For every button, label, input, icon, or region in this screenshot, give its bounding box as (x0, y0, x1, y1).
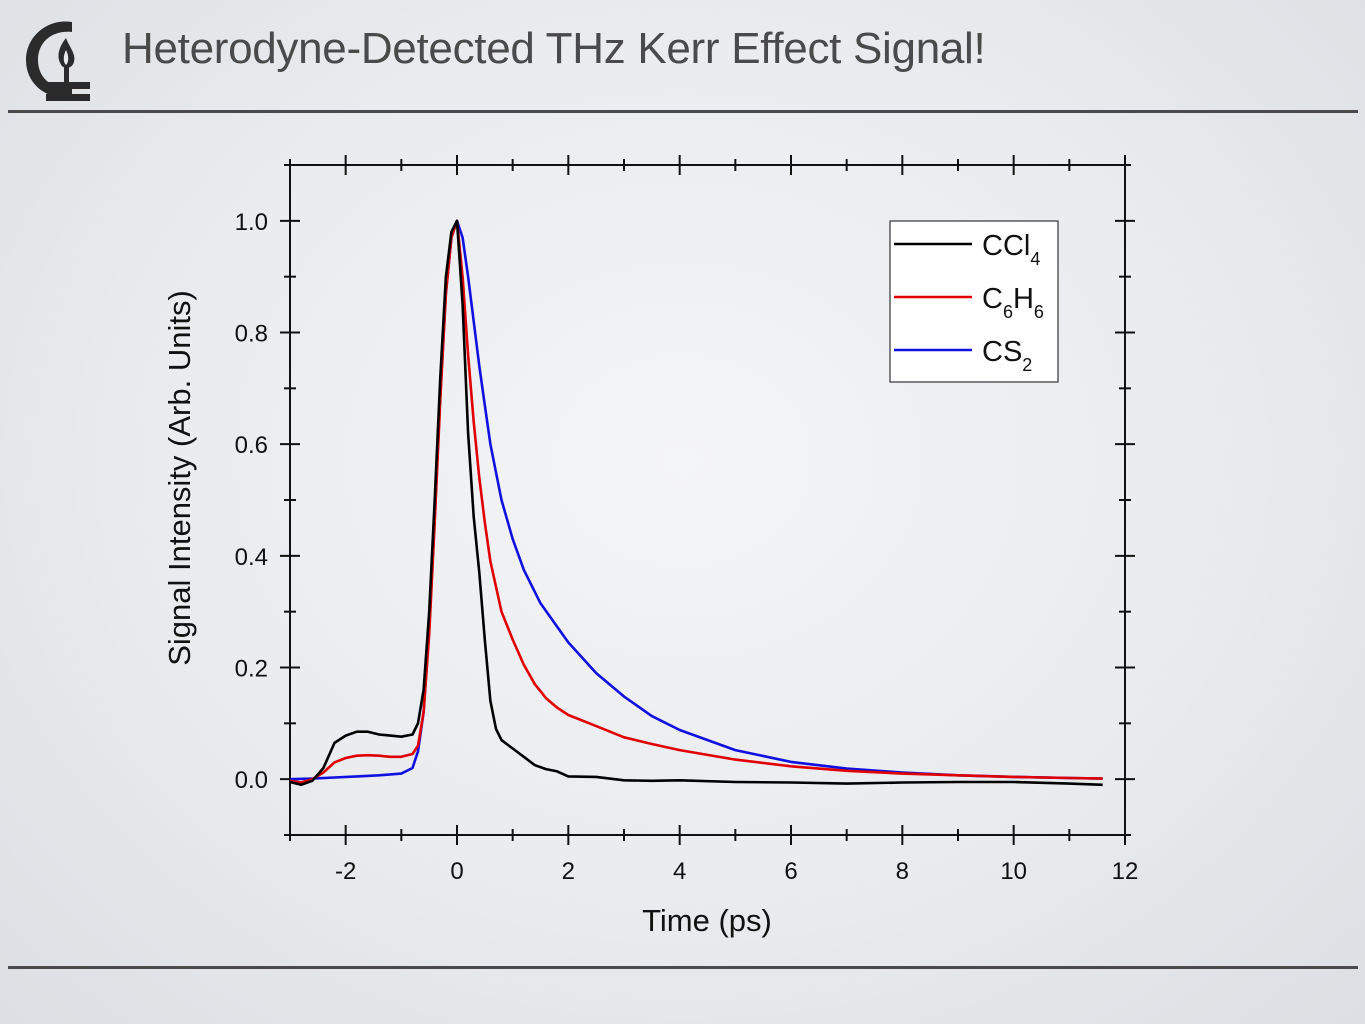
y-tick-label: 0.8 (235, 321, 268, 348)
y-tick-label: 0.6 (235, 432, 268, 459)
slide-header: Heterodyne-Detected THz Kerr Effect Sign… (0, 0, 1365, 112)
x-axis-label: Time (ps) (642, 903, 772, 938)
y-tick-labels: 0.0 0.2 0.4 0.6 0.8 1.0 (235, 209, 268, 794)
legend-label: C6H6 (982, 283, 1044, 322)
x-tick-labels: -2 0 2 4 6 8 10 12 (335, 858, 1138, 885)
legend-label: CS2 (982, 336, 1032, 375)
legend-box (889, 220, 1059, 383)
series-line-cs2 (289, 219, 1103, 781)
flame-c-logo-icon (26, 21, 90, 101)
x-tick-label: 0 (450, 858, 463, 885)
y-tick-label: 0.0 (235, 767, 268, 794)
y-tick-label: 0.2 (235, 656, 268, 683)
x-tick-label: 10 (1000, 858, 1027, 885)
series-line-c6h6 (289, 219, 1103, 784)
series-line-ccl4 (289, 219, 1103, 787)
footer-divider (8, 966, 1358, 969)
y-axis-label: Signal Intensity (Arb. Units) (162, 290, 197, 666)
x-tick-label: 8 (896, 858, 909, 885)
slide-title: Heterodyne-Detected THz Kerr Effect Sign… (122, 24, 986, 73)
y-tick-label: 1.0 (235, 209, 268, 236)
x-tick-label: 2 (562, 858, 575, 885)
x-tick-label: -2 (335, 858, 356, 885)
x-tick-label: 4 (673, 858, 686, 885)
x-tick-label: 6 (784, 858, 797, 885)
legend-label: CCl4 (982, 230, 1040, 269)
legend: CCl4 C6H6 CS2 (889, 220, 1059, 383)
axis-ticks (280, 155, 1135, 845)
header-divider (8, 110, 1358, 113)
x-tick-label: 12 (1112, 858, 1139, 885)
y-tick-label: 0.4 (235, 544, 268, 571)
series-lines (289, 219, 1103, 787)
